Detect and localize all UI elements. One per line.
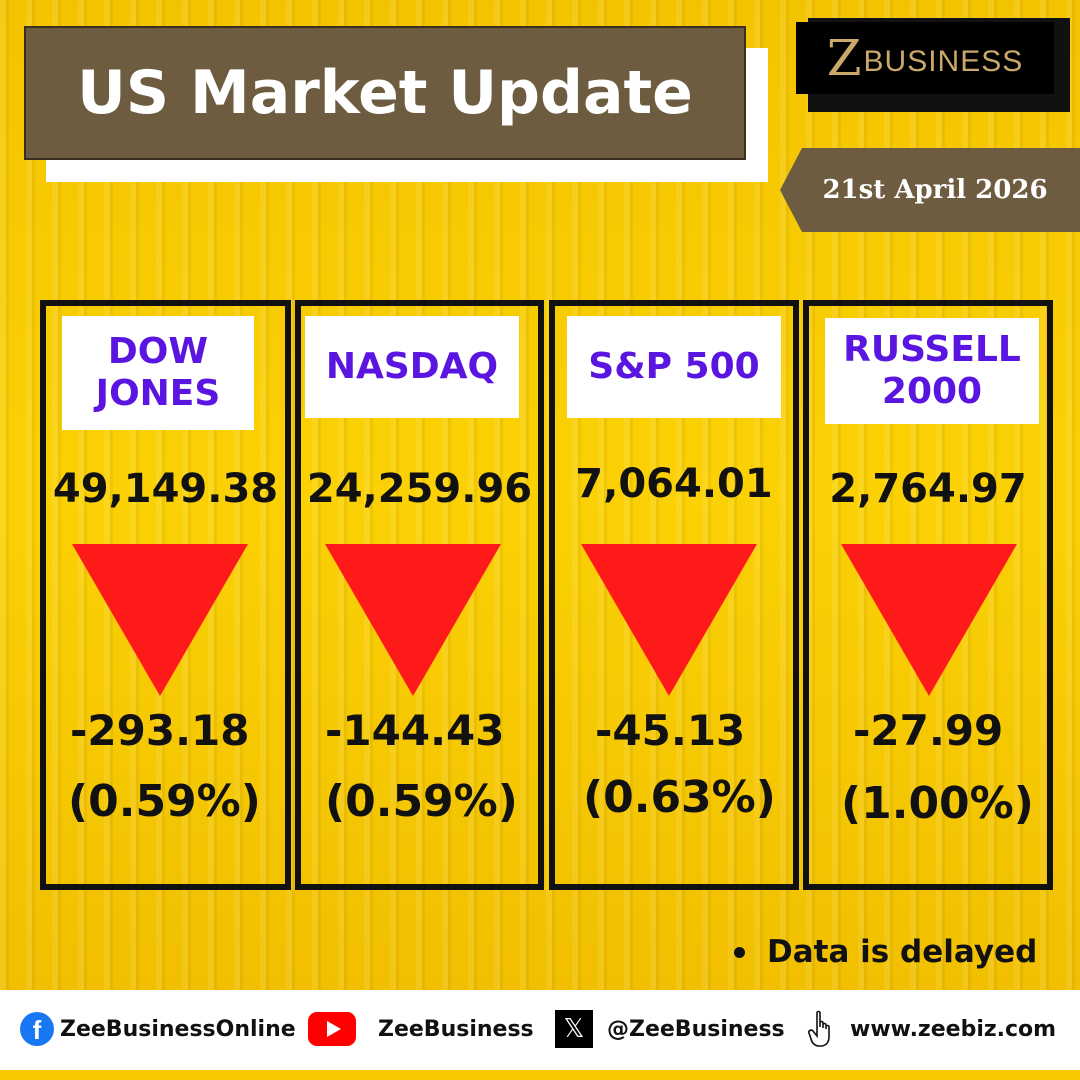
youtube-icon <box>308 1012 356 1046</box>
index-card-dow-jones: DOW JONES 49,149.38 -293.18 (0.59%) <box>40 300 291 890</box>
index-label: NASDAQ <box>325 345 499 387</box>
index-label-box: RUSSELL 2000 <box>825 318 1039 424</box>
down-triangle-icon <box>581 544 757 696</box>
index-card-sp500: S&P 500 7,064.01 -45.13 (0.63%) <box>549 300 799 890</box>
index-label: RUSSELL 2000 <box>843 328 1021 412</box>
footer-facebook[interactable]: f ZeeBusinessOnline <box>20 1009 296 1049</box>
pointer-hand-icon <box>808 1010 830 1047</box>
index-value: 24,259.96 <box>306 466 533 512</box>
down-triangle-icon <box>841 544 1017 696</box>
data-delayed-note: Data is delayed <box>734 930 1037 974</box>
index-percent: (0.63%) <box>583 772 776 823</box>
footer-bar <box>0 990 1080 1080</box>
index-label-box: DOW JONES <box>62 316 254 430</box>
index-label: S&P 500 <box>588 345 760 387</box>
date-label: 21st April 2026 <box>822 175 1048 205</box>
index-percent: (0.59%) <box>325 776 518 827</box>
index-value: 49,149.38 <box>52 466 279 512</box>
index-change: -144.43 <box>325 706 505 755</box>
logo-z: Z <box>826 29 862 87</box>
website-url: www.zeebiz.com <box>850 1016 1057 1042</box>
down-triangle-icon <box>72 544 248 696</box>
index-change: -45.13 <box>595 706 746 755</box>
index-change: -27.99 <box>853 706 1004 755</box>
title-banner: US Market Update <box>24 26 746 160</box>
x-handle: @ZeeBusiness <box>607 1016 785 1042</box>
index-percent: (1.00%) <box>841 778 1034 829</box>
index-card-russell-2000: RUSSELL 2000 2,764.97 -27.99 (1.00%) <box>803 300 1053 890</box>
page-title: US Market Update <box>77 58 693 128</box>
footer-x[interactable]: 𝕏 @ZeeBusiness <box>555 1009 785 1049</box>
index-value: 2,764.97 <box>829 466 1027 512</box>
bullet-icon <box>734 946 745 958</box>
facebook-handle: ZeeBusinessOnline <box>60 1016 296 1042</box>
index-label-box: S&P 500 <box>567 316 781 418</box>
logo-text: BUSINESS <box>863 45 1024 78</box>
index-label-box: NASDAQ <box>305 316 519 418</box>
zee-business-logo: Z BUSINESS <box>796 22 1054 94</box>
index-change: -293.18 <box>70 706 250 755</box>
index-percent: (0.59%) <box>68 776 261 827</box>
youtube-handle: ZeeBusiness <box>378 1016 534 1042</box>
footer-strip <box>0 1070 1080 1080</box>
x-icon: 𝕏 <box>555 1010 593 1048</box>
facebook-icon: f <box>20 1012 54 1046</box>
down-triangle-icon <box>325 544 501 696</box>
data-delayed-text: Data is delayed <box>767 934 1038 970</box>
index-value: 7,064.01 <box>575 461 773 507</box>
index-card-nasdaq: NASDAQ 24,259.96 -144.43 (0.59%) <box>295 300 544 890</box>
index-label: DOW JONES <box>95 330 221 414</box>
date-ribbon-content: 21st April 2026 <box>800 152 1070 228</box>
footer-website[interactable]: www.zeebiz.com <box>806 1009 1056 1049</box>
date-ribbon <box>780 148 1080 232</box>
footer-youtube[interactable]: ZeeBusiness <box>308 1009 534 1049</box>
